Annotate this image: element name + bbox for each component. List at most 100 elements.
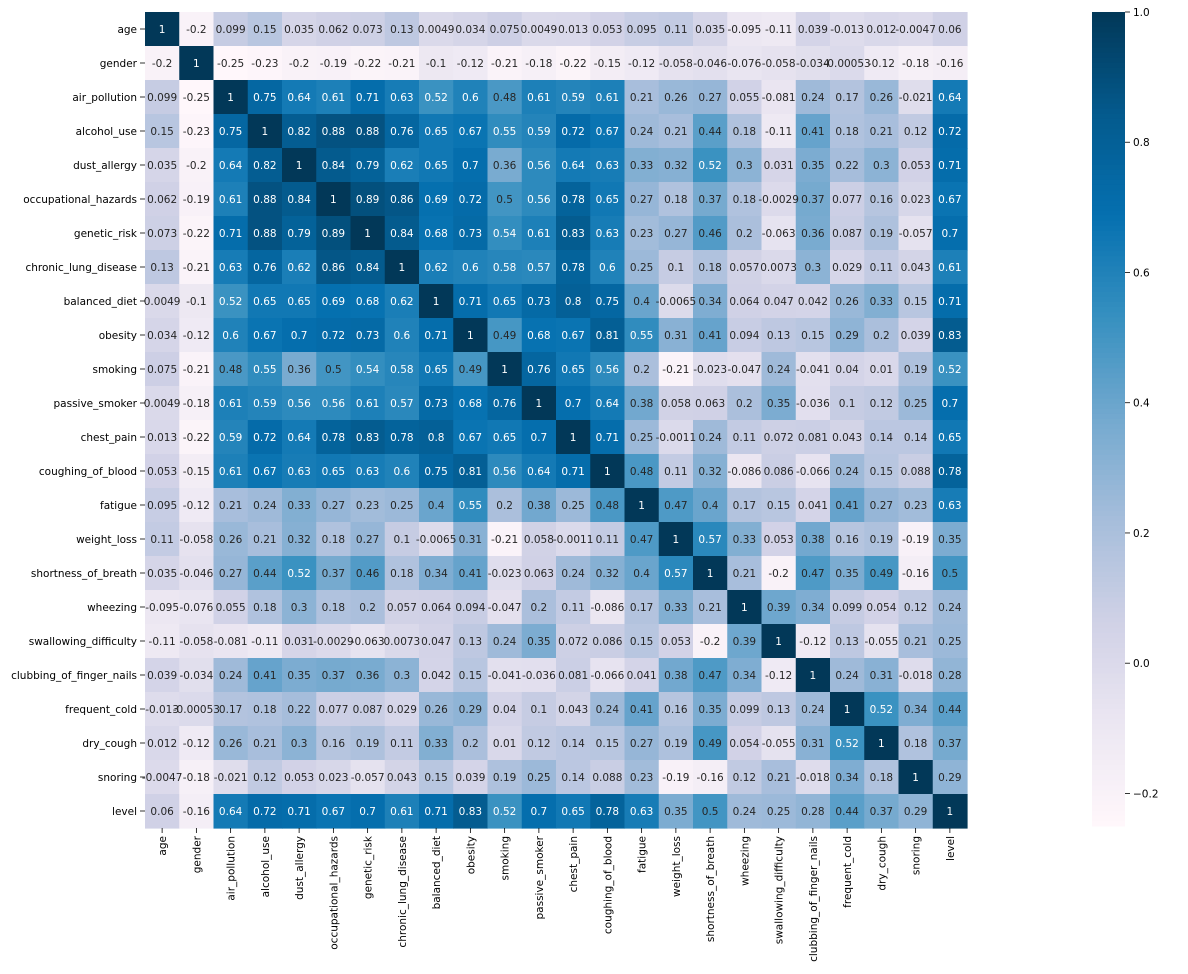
heatmap-cell — [282, 658, 317, 693]
colorbar-segment — [1092, 118, 1125, 125]
colorbar-segment — [1092, 469, 1125, 476]
cell-annotation: 0.26 — [219, 534, 243, 546]
cell-annotation: 0.72 — [459, 194, 482, 206]
cell-annotation: -0.12 — [628, 58, 655, 70]
cell-annotation: 0.062 — [147, 194, 177, 206]
cell-annotation: 0.71 — [424, 330, 447, 342]
cell-annotation: 0.7 — [462, 160, 479, 172]
colorbar-segment — [1092, 357, 1125, 364]
cell-annotation: 0.06 — [938, 24, 962, 36]
heatmap-cell — [282, 148, 317, 183]
cell-annotation: 0.62 — [390, 160, 413, 172]
cell-annotation: 0.01 — [493, 738, 516, 750]
cell-annotation: 0.053 — [901, 160, 931, 172]
colorbar-segment — [1092, 169, 1125, 176]
heatmap-cell — [761, 386, 797, 421]
cell-annotation: -0.11 — [765, 24, 792, 36]
colorbar-segment — [1092, 403, 1125, 410]
heatmap-cell — [453, 114, 489, 149]
cell-annotation: 0.63 — [356, 466, 379, 478]
cell-annotation: 0.15 — [459, 670, 482, 682]
cell-annotation: 0.82 — [253, 160, 276, 172]
heatmap-cell — [453, 148, 489, 183]
cell-annotation: 0.88 — [356, 126, 379, 138]
heatmap-cell — [556, 590, 591, 625]
cell-annotation: 0.2 — [736, 228, 753, 240]
heatmap-cell — [419, 454, 454, 489]
heatmap-cell — [350, 12, 386, 47]
cell-annotation: 0.34 — [904, 704, 928, 716]
y-tick-label: age — [117, 24, 137, 36]
heatmap-cell — [864, 590, 900, 625]
heatmap-cell — [179, 726, 215, 761]
colorbar-segment — [1092, 434, 1125, 440]
heatmap-cell — [350, 522, 386, 557]
x-axis-tick-labels: age gender air_pollution alcohol_use dust_al… — [157, 828, 957, 962]
heatmap-cell — [419, 352, 454, 387]
cell-annotation: 0.013 — [147, 432, 177, 444]
colorbar-tick-label: 0.6 — [1133, 267, 1150, 279]
colorbar-segment — [1092, 307, 1125, 313]
cell-annotation: 0.6 — [394, 330, 411, 342]
heatmap-cell — [898, 114, 934, 149]
x-tick-label: snoring — [911, 836, 923, 875]
heatmap-cell — [350, 46, 386, 81]
cell-annotation: -0.12 — [183, 330, 210, 342]
colorbar-segment — [1092, 790, 1125, 796]
heatmap-cell — [830, 352, 865, 387]
cell-annotation: 0.6 — [599, 262, 616, 274]
colorbar-segment — [1092, 210, 1125, 216]
cell-annotation: 0.36 — [356, 670, 380, 682]
cell-annotation: 0.84 — [390, 228, 414, 240]
colorbar-segment — [1092, 454, 1125, 461]
cell-annotation: 0.84 — [322, 160, 346, 172]
heatmap-cells — [145, 12, 968, 829]
heatmap-cell — [282, 726, 317, 761]
heatmap-cell — [453, 46, 489, 81]
cell-annotation: 0.0049 — [418, 24, 455, 36]
heatmap-cell — [693, 692, 728, 727]
heatmap-cell — [419, 148, 454, 183]
heatmap-cell — [213, 148, 249, 183]
cell-annotation: 0.36 — [801, 228, 825, 240]
y-tick-label: fatigue — [100, 500, 137, 512]
heatmap-cell — [727, 352, 763, 387]
cell-annotation: 0.29 — [459, 704, 482, 716]
cell-annotation: 0.68 — [459, 398, 482, 410]
cell-annotation: 0.72 — [322, 330, 345, 342]
heatmap-cell — [247, 148, 283, 183]
colorbar-segment — [1092, 429, 1125, 435]
heatmap-cell — [316, 318, 352, 353]
x-tick-label: frequent_cold — [842, 836, 854, 908]
cell-annotation: 0.69 — [322, 296, 345, 308]
cell-annotation: 0.25 — [904, 398, 927, 410]
cell-annotation: 0.48 — [493, 92, 516, 104]
cell-annotation: -0.046 — [179, 568, 213, 580]
heatmap-cell — [932, 420, 968, 455]
heatmap-cell — [693, 454, 728, 489]
cell-annotation: 0.71 — [938, 160, 961, 172]
colorbar-segment — [1092, 134, 1125, 140]
heatmap-cell — [864, 318, 900, 353]
cell-annotation: 1 — [433, 296, 440, 308]
cell-annotation: 0.34 — [801, 602, 825, 614]
cell-annotation: 0.76 — [527, 364, 551, 376]
cell-annotation: -0.23 — [251, 58, 278, 70]
cell-annotation: 0.89 — [356, 194, 379, 206]
cell-annotation: 1 — [707, 568, 714, 580]
cell-annotation: 0.63 — [630, 806, 653, 818]
cell-annotation: 0.042 — [421, 670, 451, 682]
heatmap-cell — [179, 284, 215, 319]
cell-annotation: 0.65 — [424, 364, 447, 376]
heatmap-cell — [761, 216, 797, 251]
cell-annotation: 0.17 — [630, 602, 653, 614]
heatmap-cell — [590, 148, 626, 183]
heatmap-cell — [419, 658, 454, 693]
cell-annotation: 0.24 — [630, 126, 654, 138]
heatmap-cell — [487, 454, 523, 489]
cell-annotation: 0.67 — [459, 126, 482, 138]
colorbar-segment — [1092, 530, 1125, 537]
heatmap-cell — [453, 80, 489, 115]
heatmap-cell — [830, 590, 865, 625]
cell-annotation: 0.12 — [870, 398, 893, 410]
